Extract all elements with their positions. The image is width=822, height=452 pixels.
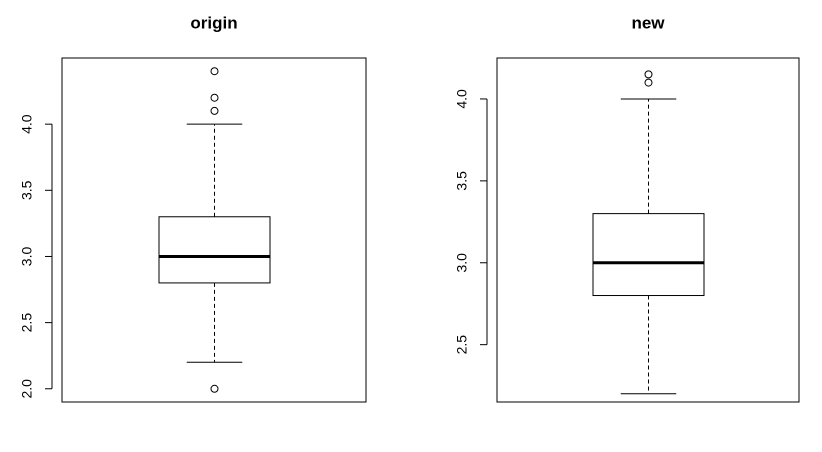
plot-panel-1: origin 2.0 2.5 3.0 3.5 4.0 (19, 13, 367, 403)
y-tick-label: 3.0 (454, 253, 470, 273)
outlier-point (210, 384, 219, 393)
plot-panel-2: new 2.5 3.0 3.5 4.0 (454, 13, 800, 403)
plot-frame (61, 57, 367, 403)
y-tick-label: 4.0 (454, 89, 470, 109)
outlier-point (644, 78, 653, 87)
plot-title: origin (190, 13, 237, 32)
outlier-point (210, 67, 219, 76)
y-tick-label: 2.5 (454, 335, 470, 355)
plot-title: new (631, 13, 665, 32)
outlier-point (210, 106, 219, 115)
iqr-box (158, 216, 271, 284)
plot-frame (496, 57, 800, 403)
y-tick-label: 3.5 (19, 180, 35, 200)
y-tick-label: 4.0 (19, 114, 35, 134)
outlier-point (210, 93, 219, 102)
y-tick-label: 2.0 (19, 379, 35, 399)
y-tick-label: 3.5 (454, 171, 470, 191)
y-tick-label: 2.5 (19, 313, 35, 333)
y-tick-label: 3.0 (19, 247, 35, 267)
iqr-box (592, 213, 705, 297)
outlier-point (644, 70, 653, 79)
